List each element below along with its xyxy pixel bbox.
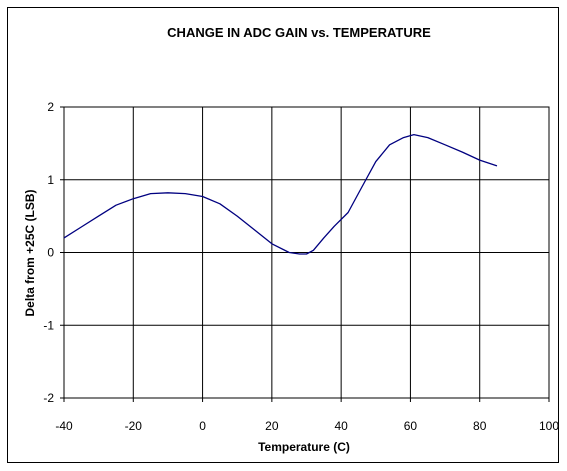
chart-title: CHANGE IN ADC GAIN vs. TEMPERATURE [167, 25, 431, 40]
y-tick-label: 0 [47, 246, 54, 260]
y-tick-label: 2 [47, 100, 54, 114]
x-tick-label: 100 [539, 419, 559, 433]
x-tick-label: 40 [334, 419, 348, 433]
series-group [63, 133, 498, 255]
y-tick-label: -1 [43, 318, 54, 332]
series-line [63, 133, 498, 255]
x-axis-ticks: -40 -20 0 20 40 60 80 100 [55, 398, 559, 433]
x-tick-label: -20 [125, 419, 143, 433]
chart-frame [7, 7, 559, 463]
y-axis-ticks: -2 -1 0 1 2 [43, 100, 64, 405]
y-tick-label: -2 [43, 391, 54, 405]
x-tick-label: 80 [473, 419, 487, 433]
gridlines [64, 107, 549, 398]
x-tick-label: 60 [404, 419, 418, 433]
x-tick-label: 20 [265, 419, 279, 433]
y-tick-label: 1 [47, 173, 54, 187]
y-axis-title: Delta from +25C (LSB) [23, 189, 37, 316]
x-tick-label: 0 [199, 419, 206, 433]
x-axis-title: Temperature (C) [258, 440, 350, 454]
x-tick-label: -40 [55, 419, 73, 433]
